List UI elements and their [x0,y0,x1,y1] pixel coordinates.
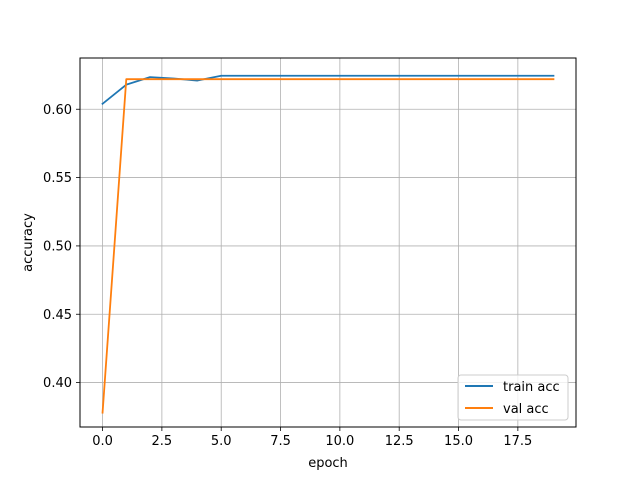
x-axis-title: epoch [308,456,348,471]
x-tick-label: 0.0 [92,434,113,449]
y-tick-label: 0.60 [43,103,72,118]
x-tick-label: 2.5 [152,434,173,449]
y-tick-label: 0.40 [43,376,72,391]
y-tick-label: 0.50 [43,239,72,254]
x-tick-label: 10.0 [325,434,354,449]
legend: train acc val acc [457,374,569,421]
series-lines [101,74,555,414]
grid [80,58,576,427]
x-tick-label: 15.0 [444,434,473,449]
y-tick-label: 0.45 [43,308,72,323]
x-tick-label: 12.5 [385,434,414,449]
x-tick-label: 7.5 [270,434,291,449]
x-tick-label: 17.5 [503,434,532,449]
legend-label-val-acc: val acc [503,402,549,417]
y-axis-ticks: 0.40 0.45 0.50 0.55 0.60 [43,103,80,391]
y-tick-label: 0.55 [43,171,72,186]
x-tick-label: 5.0 [211,434,232,449]
plot-frame [79,57,577,428]
legend-label-train-acc: train acc [503,380,560,395]
y-axis-title: accuracy [21,213,36,272]
x-axis-ticks: 0.0 2.5 5.0 7.5 10.0 12.5 15.0 17.5 [92,427,532,449]
series-line-val-acc [101,78,555,414]
